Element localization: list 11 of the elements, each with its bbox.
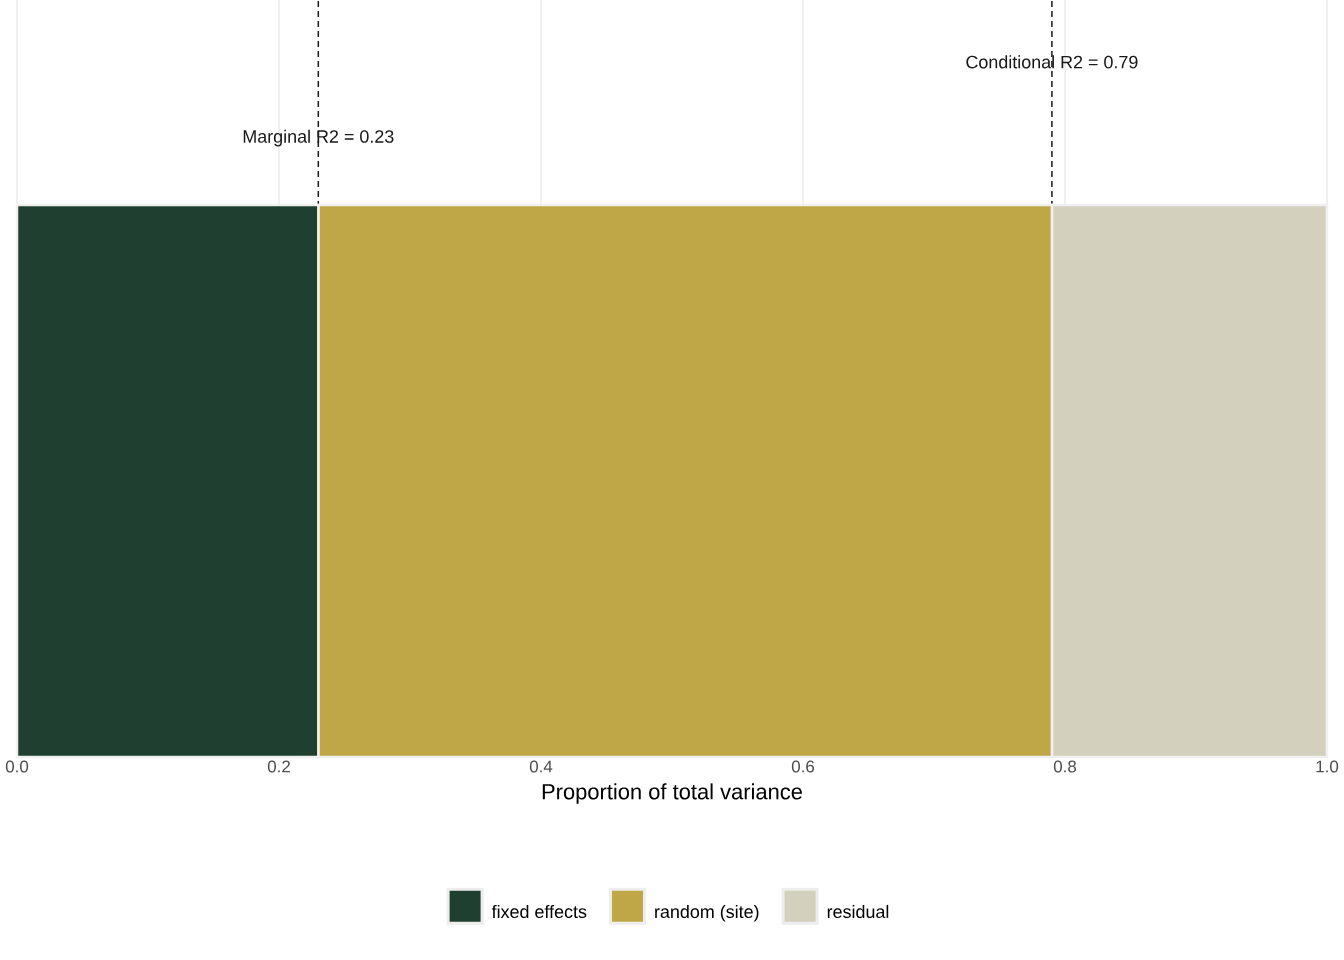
x-axis-title: Proportion of total variance bbox=[542, 783, 802, 804]
x-tick-label: 0.8 bbox=[1053, 760, 1077, 773]
ref-line-label: Conditional R2 = 0.79 bbox=[966, 55, 1138, 69]
x-tick-label: 0.0 bbox=[5, 760, 29, 773]
x-tick-label: 0.4 bbox=[529, 760, 553, 773]
legend-label: fixed effects bbox=[491, 904, 587, 919]
legend-label: random (site) bbox=[655, 904, 759, 922]
legend-label: residual bbox=[827, 904, 889, 919]
x-tick-label: 0.6 bbox=[791, 760, 815, 773]
x-tick-label: 1.0 bbox=[1316, 760, 1339, 773]
x-tick-label: 0.2 bbox=[267, 760, 290, 773]
